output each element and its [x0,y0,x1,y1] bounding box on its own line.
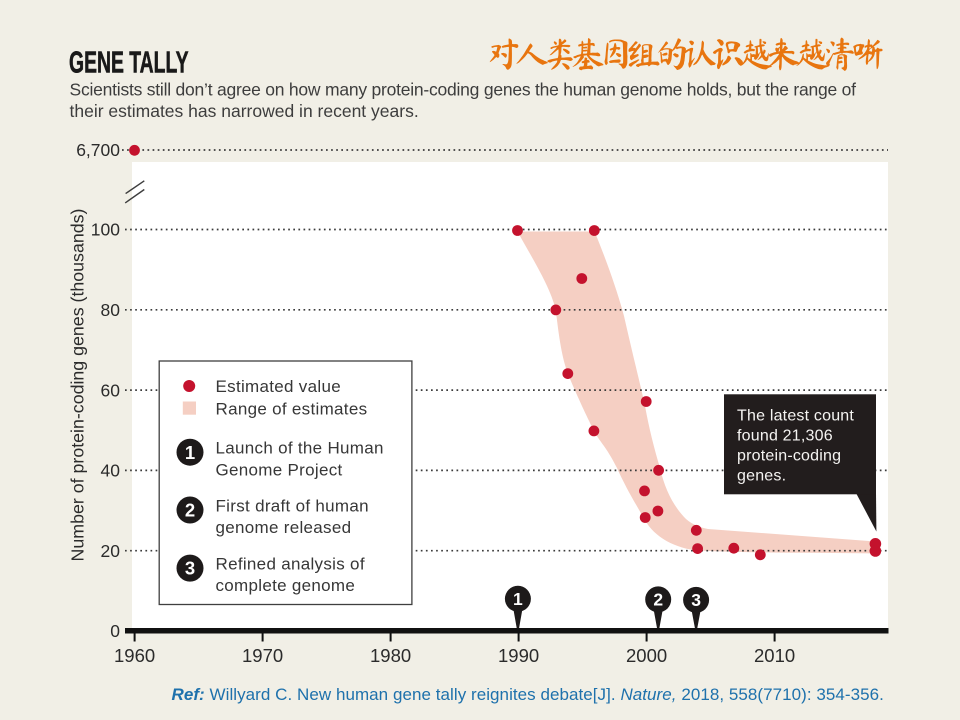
svg-text:Ref: Willyard C. New human gen: Ref: Willyard C. New human gene tally re… [172,685,884,704]
svg-text:2000: 2000 [626,645,667,666]
svg-text:20: 20 [101,541,121,561]
svg-text:genes.: genes. [737,468,786,485]
svg-text:Range of estimates: Range of estimates [216,399,368,418]
svg-text:6,700: 6,700 [76,140,120,160]
svg-text:1990: 1990 [498,645,539,666]
svg-text:60: 60 [101,380,121,400]
svg-text:1: 1 [513,589,523,609]
svg-text:found 21,306: found 21,306 [737,428,833,445]
svg-text:2010: 2010 [754,645,795,666]
svg-text:1970: 1970 [242,645,283,666]
svg-text:Estimated value: Estimated value [216,377,341,396]
svg-text:Genome Project: Genome Project [216,460,343,479]
svg-text:1: 1 [185,442,195,463]
svg-text:40: 40 [101,461,121,481]
svg-text:2: 2 [653,590,663,610]
svg-text:genome released: genome released [216,518,352,537]
svg-text:80: 80 [101,300,121,320]
svg-text:100: 100 [91,220,120,240]
svg-text:GENE TALLY: GENE TALLY [69,45,189,80]
svg-text:their estimates has narrowed i: their estimates has narrowed in recent y… [70,101,419,121]
svg-text:Refined analysis of: Refined analysis of [216,554,365,573]
svg-text:First draft of human: First draft of human [216,497,369,516]
svg-text:protein-coding: protein-coding [737,448,841,465]
svg-text:The latest count: The latest count [737,408,854,425]
svg-text:1960: 1960 [114,645,155,666]
svg-text:complete genome: complete genome [216,576,356,595]
svg-text:Launch of the Human: Launch of the Human [216,439,384,458]
svg-text:Number of protein-coding genes: Number of protein-coding genes (thousand… [68,209,88,562]
svg-text:3: 3 [185,558,195,579]
svg-text:2: 2 [185,500,195,521]
svg-text:1980: 1980 [370,645,411,666]
svg-text:3: 3 [691,590,701,610]
svg-text:0: 0 [110,621,120,641]
svg-text:Scientists still don’t agree o: Scientists still don’t agree on how many… [70,80,857,100]
